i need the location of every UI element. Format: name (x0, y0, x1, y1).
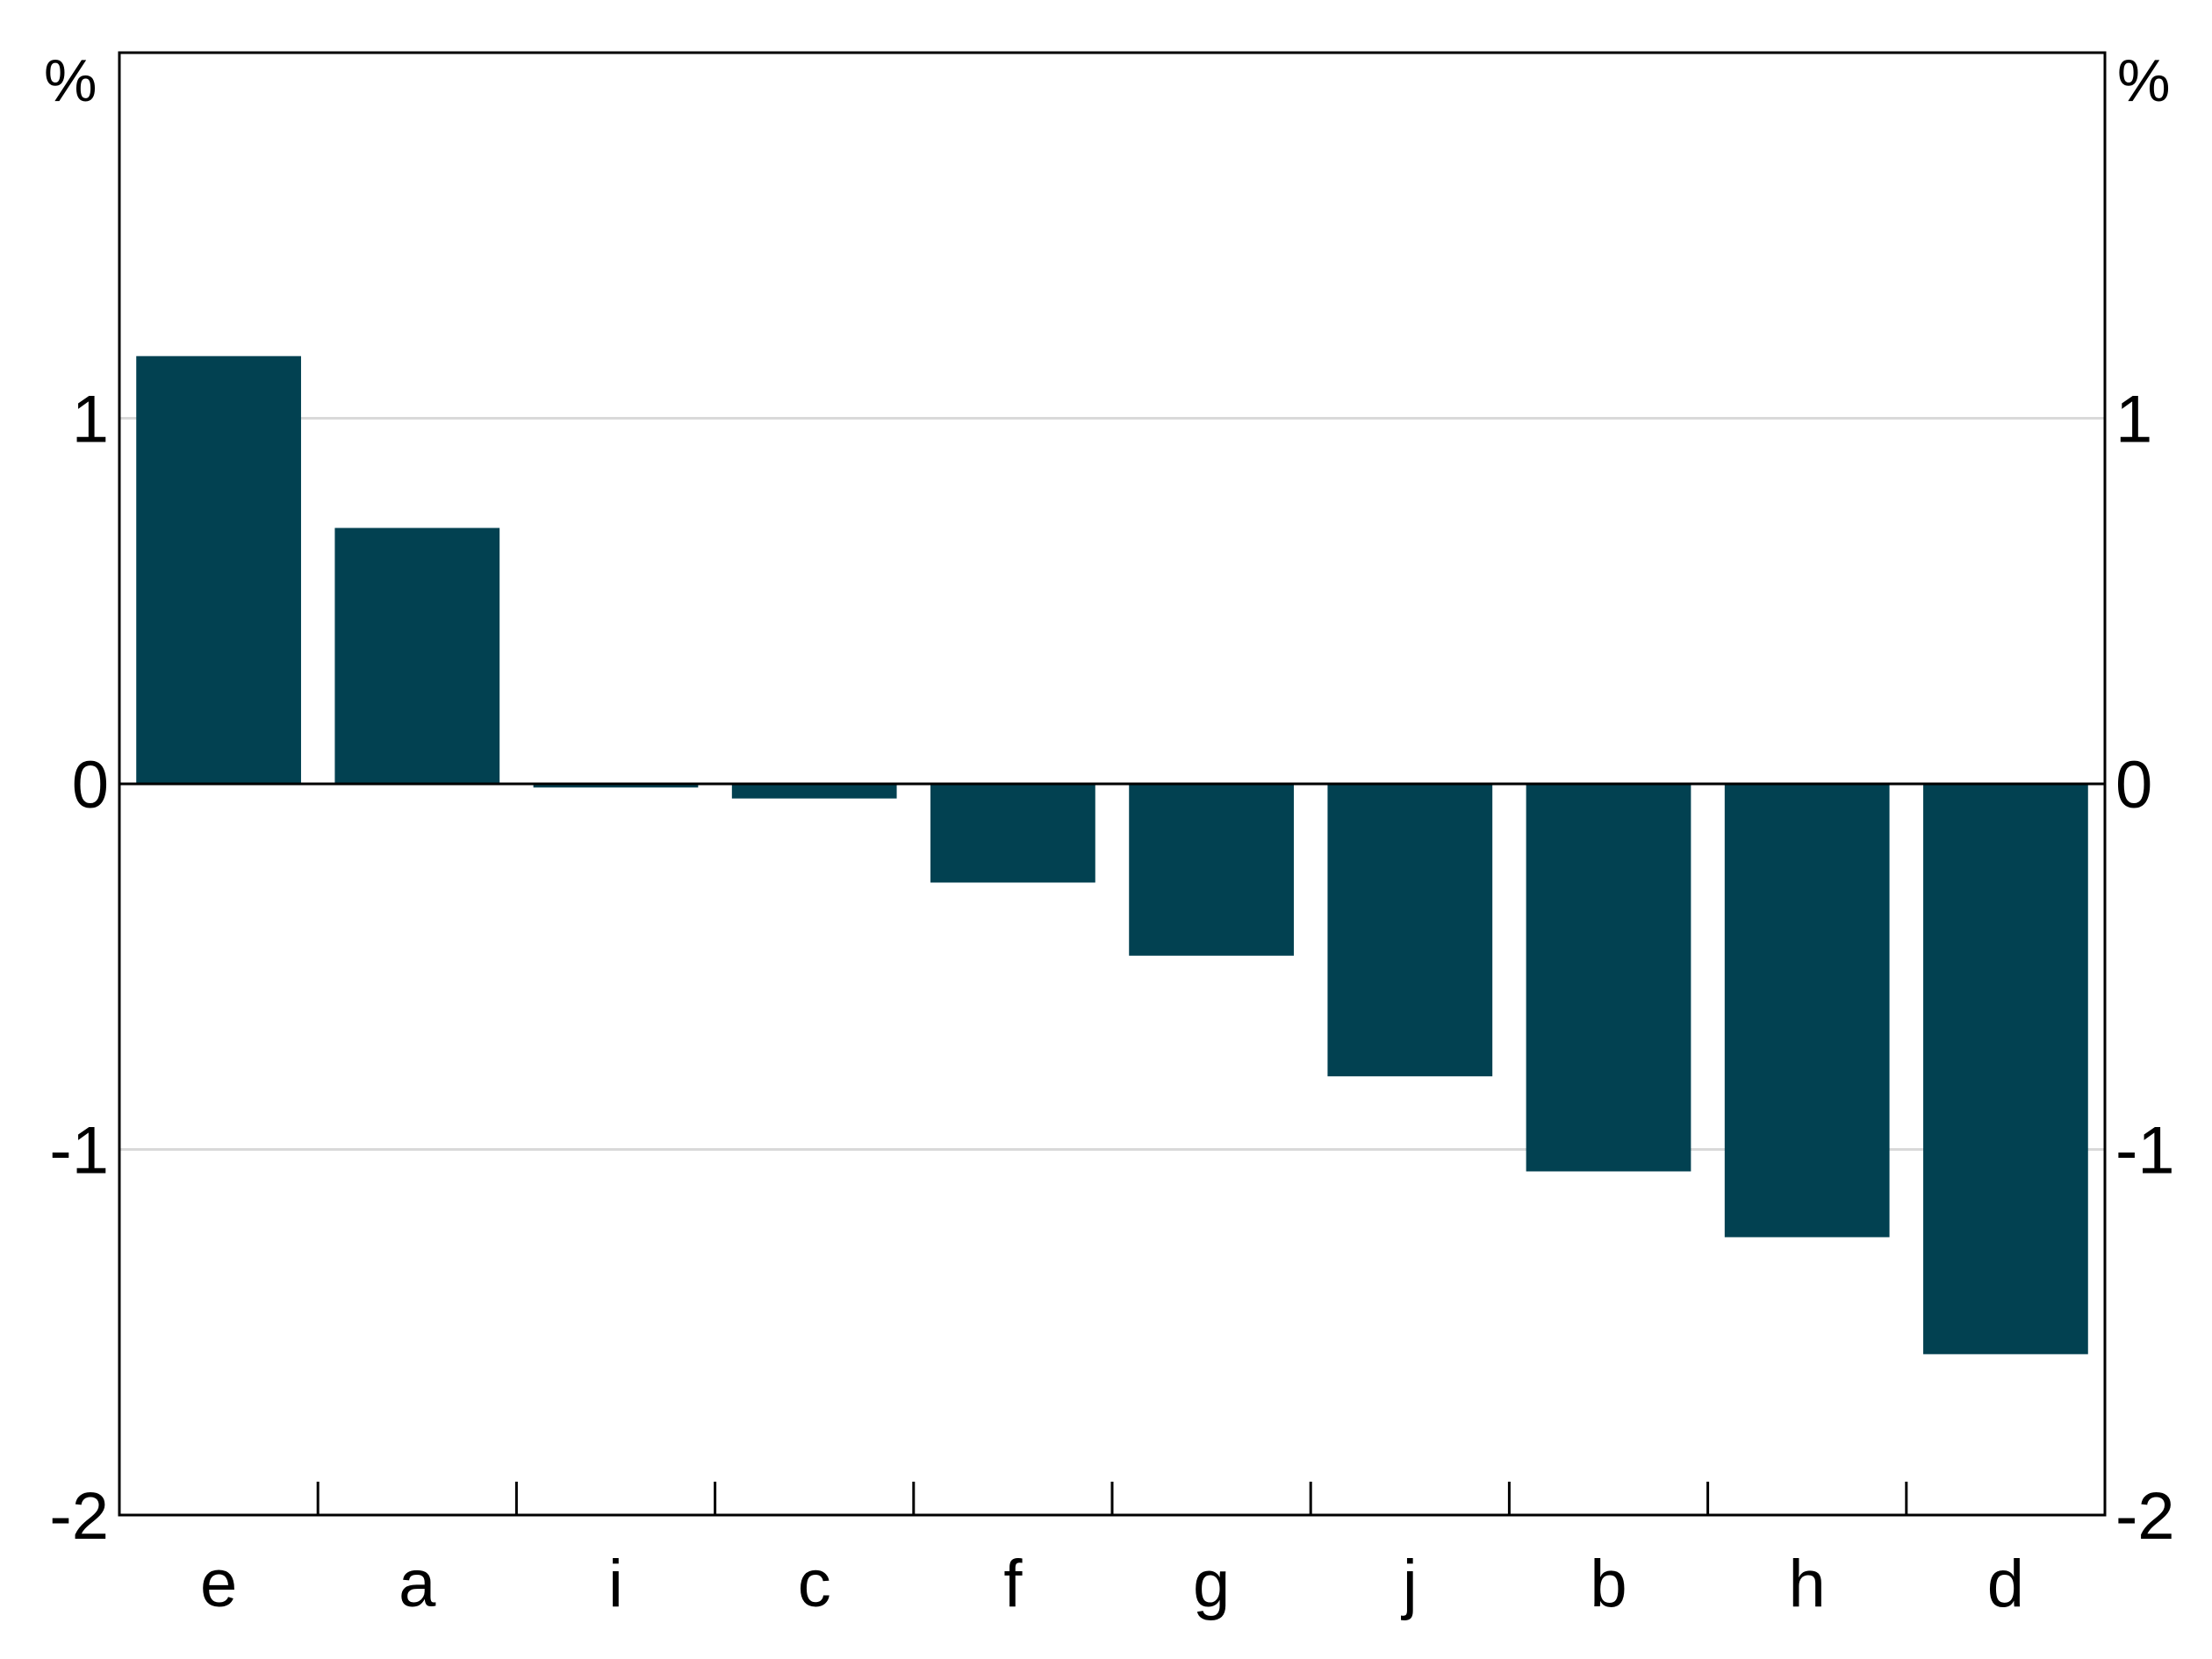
y-tick-label-left: -1 (49, 1114, 109, 1189)
y-tick-label-right: 1 (2115, 383, 2152, 457)
bar-b (1526, 784, 1691, 1172)
category-label-g: g (1193, 1547, 1230, 1621)
category-label-a: a (399, 1547, 436, 1621)
y-tick-label-right: 0 (2115, 748, 2152, 822)
bar-c (731, 784, 897, 799)
bar-j (1327, 784, 1493, 1077)
y-tick-label-left: 1 (72, 383, 109, 457)
left-unit-label: % (44, 47, 97, 114)
labels: % % -2 -2 -1 -1 0 0 1 1 e a i c f g j b h d (44, 47, 2175, 1621)
axes (118, 51, 2107, 1517)
y-tick-label-right: -2 (2115, 1479, 2175, 1554)
bar-a (334, 528, 500, 784)
category-label-c: c (798, 1547, 831, 1621)
category-label-d: d (1987, 1547, 2024, 1621)
category-label-b: b (1590, 1547, 1627, 1621)
category-label-j: j (1401, 1547, 1418, 1621)
y-tick-label-left: 0 (72, 748, 109, 822)
category-label-i: i (608, 1547, 623, 1621)
bar-d (1923, 784, 2088, 1354)
category-label-h: h (1789, 1547, 1826, 1621)
bars (136, 356, 2088, 1354)
category-label-f: f (1003, 1547, 1023, 1621)
y-tick-label-left: -2 (49, 1479, 109, 1554)
right-unit-label: % (2117, 47, 2170, 114)
bar-g (1129, 784, 1294, 956)
bar-f (930, 784, 1095, 883)
bar-i (533, 784, 699, 788)
bar-e (136, 356, 301, 784)
bar-h (1724, 784, 1890, 1238)
category-label-e: e (200, 1547, 237, 1621)
y-tick-label-right: -1 (2115, 1114, 2175, 1189)
